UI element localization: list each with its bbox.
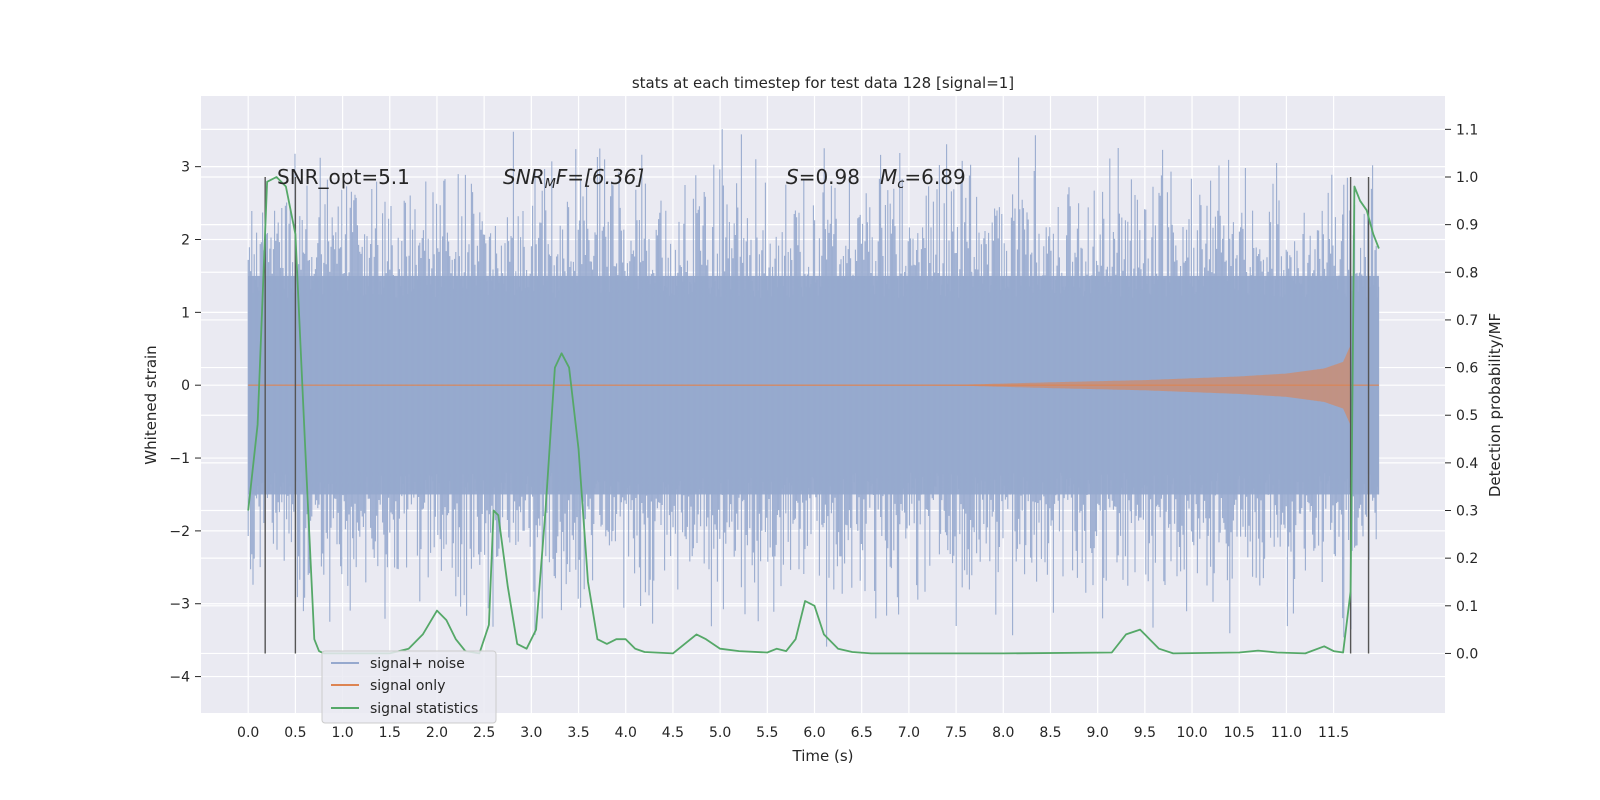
annotation-s-main: S: [786, 165, 799, 189]
y-right-tick-label: 0.6: [1456, 361, 1478, 377]
legend-label-signal-plus-noise: signal+ noise: [370, 656, 465, 672]
legend-label-signal-only: signal only: [370, 678, 445, 694]
x-tick-label: 8.0: [992, 725, 1014, 741]
y-left-tick-label: −4: [169, 670, 190, 686]
x-tick-label: 0.5: [284, 725, 306, 741]
annotation-s: S=0.98: [786, 165, 860, 189]
x-tick-label: 11.0: [1271, 725, 1302, 741]
y-left-tick-label: −3: [169, 597, 190, 613]
x-tick-label: 10.0: [1176, 725, 1207, 741]
x-axis-label: Time (s): [792, 747, 854, 765]
annotation-snr-opt: SNR_opt=5.1: [277, 165, 410, 189]
x-tick-label: 7.0: [898, 725, 920, 741]
annotation-snr-mf-sub: M: [545, 177, 556, 192]
x-tick-label: 2.5: [473, 725, 495, 741]
y-left-tick-label: 0: [181, 378, 190, 394]
x-tick-label: 8.5: [1039, 725, 1061, 741]
series-signal-statistics: [247, 176, 1380, 655]
y-right-tick-label: 0.0: [1456, 646, 1478, 662]
annotation-mc: Mc=6.89: [880, 165, 966, 192]
x-tick-label: 6.0: [803, 725, 825, 741]
y-right-tick-label: 0.4: [1456, 456, 1478, 472]
annotation-snr-mf-main: SNR: [503, 165, 545, 189]
y-right-tick-label: 0.7: [1456, 313, 1478, 329]
x-tick-label: 1.5: [379, 725, 401, 741]
x-tick-label: 9.0: [1087, 725, 1109, 741]
x-tick-label: 1.0: [331, 725, 353, 741]
annotation-snr-mf: SNRMF=[6.36]: [503, 165, 644, 192]
statistics-line: [247, 176, 1380, 655]
x-tick-label: 0.0: [237, 725, 259, 741]
legend-label-signal-statistics: signal statistics: [370, 701, 478, 717]
x-tick-label: 7.5: [945, 725, 967, 741]
x-tick-label: 4.0: [615, 725, 637, 741]
y-left-tick-label: 3: [181, 160, 190, 176]
y-right-tick-label: 0.8: [1456, 265, 1478, 281]
x-tick-label: 2.0: [426, 725, 448, 741]
annotation-mc-sub: c: [897, 177, 904, 192]
series-signal-only: [248, 345, 1379, 426]
x-tick-label: 3.5: [567, 725, 589, 741]
y-left-tick-label: 2: [181, 233, 190, 249]
y-right-tick-label: 0.9: [1456, 218, 1478, 234]
y-left-tick-label: 1: [181, 305, 190, 321]
x-tick-label: 6.5: [851, 725, 873, 741]
annotation-mc-main: M: [880, 165, 897, 189]
legend: signal+ noise signal only signal statist…: [321, 650, 497, 724]
annotation-mc-rest: =6.89: [904, 165, 965, 189]
x-tick-label: 4.5: [662, 725, 684, 741]
y-axis-label-left: Whitened strain: [142, 345, 160, 464]
legend-box: [321, 650, 497, 724]
tick-labels: 0.0 0.5 1.0 1.5 2.0 2.5 3.0 3.5 4.0 4.5 5.0 5.5 6.0 6…: [169, 122, 1478, 741]
y-right-tick-label: 1.1: [1456, 122, 1478, 138]
annotation-s-rest: =0.98: [799, 165, 860, 189]
x-tick-label: 10.5: [1224, 725, 1255, 741]
y-left-tick-label: −1: [169, 451, 190, 467]
y-right-tick-label: 0.3: [1456, 504, 1478, 520]
annotation-snr-mf-rest: F=[6.36]: [556, 165, 644, 189]
y-right-tick-label: 0.1: [1456, 599, 1478, 615]
x-tick-label: 11.5: [1318, 725, 1349, 741]
x-tick-label: 3.0: [520, 725, 542, 741]
y-right-tick-label: 0.2: [1456, 551, 1478, 567]
x-tick-label: 9.5: [1134, 725, 1156, 741]
chart-title: stats at each timestep for test data 128…: [632, 74, 1014, 92]
x-tick-label: 5.0: [709, 725, 731, 741]
y-axis-label-right: Detection probability/MF: [1486, 313, 1504, 497]
y-right-tick-label: 0.5: [1456, 408, 1478, 424]
x-tick-label: 5.5: [756, 725, 778, 741]
y-left-tick-label: −2: [169, 524, 190, 540]
y-right-tick-label: 1.0: [1456, 170, 1478, 186]
